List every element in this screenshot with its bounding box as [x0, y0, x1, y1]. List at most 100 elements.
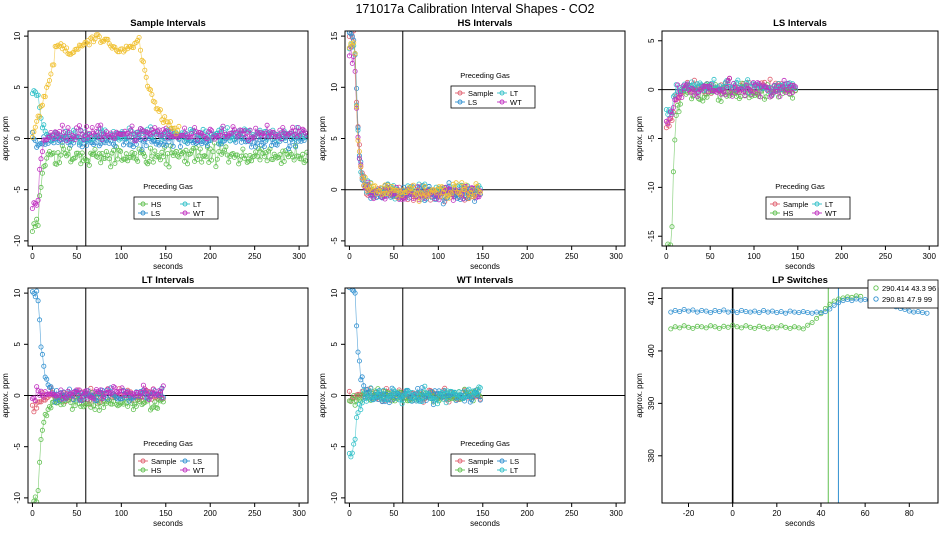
data-point [157, 157, 163, 163]
data-point [128, 43, 134, 49]
data-point [764, 87, 770, 93]
data-point [686, 324, 692, 330]
data-point [54, 130, 60, 136]
data-point [446, 395, 452, 401]
data-point [142, 135, 148, 141]
data-point [105, 152, 111, 158]
data-point [42, 411, 48, 417]
data-point [420, 394, 426, 400]
x-tick-label: 50 [72, 509, 81, 518]
data-point [383, 190, 389, 196]
data-point [427, 190, 433, 196]
data-point [118, 148, 124, 154]
data-point [35, 222, 41, 228]
data-point [477, 189, 483, 195]
data-point [818, 310, 824, 316]
data-point [133, 137, 139, 143]
data-point [58, 387, 64, 393]
x-axis-label: seconds [785, 519, 815, 528]
data-point [99, 150, 105, 156]
data-point [163, 142, 169, 148]
data-point [34, 118, 40, 124]
data-point [416, 398, 422, 404]
data-point [734, 324, 740, 330]
data-point [419, 399, 425, 405]
data-point [752, 308, 758, 314]
x-tick-label: 40 [817, 509, 826, 518]
legend: Preceding Gas Sample LS HS LT [450, 439, 536, 477]
legend-marker [457, 458, 463, 464]
data-point [38, 156, 44, 162]
legend-marker [457, 90, 463, 96]
data-point [668, 309, 674, 315]
panel-title: LT Intervals [142, 275, 195, 286]
data-point [800, 309, 806, 315]
data-point [734, 310, 740, 316]
data-point [113, 401, 119, 407]
data-point [79, 144, 85, 150]
data-point [756, 81, 762, 87]
data-point [150, 134, 156, 140]
data-point [761, 324, 767, 330]
data-point [275, 133, 281, 139]
data-point [57, 398, 63, 404]
y-tick-label: 0 [330, 187, 339, 192]
x-tick-label: 50 [72, 252, 81, 261]
data-point [155, 128, 161, 134]
x-tick-label: 200 [204, 509, 218, 518]
data-point [31, 498, 37, 503]
data-point [35, 197, 41, 203]
data-point [220, 123, 226, 129]
data-point [186, 135, 192, 141]
data-point [139, 57, 145, 63]
data-point [352, 290, 358, 296]
legend-marker [873, 285, 879, 291]
panel-6: LP Switches -20 0 20 40 60 80 380 390 400 410 secon… [635, 275, 939, 528]
data-point [260, 150, 266, 156]
data-point [29, 205, 35, 211]
data-point [300, 126, 306, 132]
legend-marker [457, 99, 463, 105]
data-point [44, 413, 50, 419]
data-point [115, 49, 121, 55]
data-point [281, 158, 287, 164]
legend-entry: LS [468, 98, 477, 107]
data-point [352, 68, 358, 74]
data-point [84, 124, 90, 130]
data-point [246, 158, 252, 164]
data-point [298, 156, 304, 162]
data-point [464, 387, 470, 393]
data-point [396, 196, 402, 202]
data-point [741, 88, 747, 94]
series-line [349, 32, 481, 204]
panel-title: HS Intervals [458, 18, 513, 29]
data-point [770, 92, 776, 98]
data-point [453, 180, 459, 186]
data-point [442, 388, 448, 394]
data-point [796, 310, 802, 316]
plot-area [345, 31, 625, 246]
data-point [108, 164, 114, 170]
data-point [371, 394, 377, 400]
legend-entry: LT [193, 200, 202, 209]
data-point [783, 324, 789, 330]
data-point [129, 123, 135, 129]
data-point [385, 182, 391, 188]
data-point [757, 94, 763, 100]
data-point [459, 180, 465, 186]
data-point [150, 386, 156, 392]
data-point [81, 404, 87, 410]
data-point [157, 388, 163, 394]
data-point [670, 94, 676, 100]
data-point [351, 40, 357, 46]
data-point [466, 386, 472, 392]
data-point [112, 160, 118, 166]
x-axis-label: seconds [470, 519, 500, 528]
data-point [668, 242, 674, 246]
data-point [150, 404, 156, 410]
data-point [264, 136, 270, 142]
data-point [34, 202, 40, 208]
y-tick-label: 410 [647, 291, 656, 305]
legend-entry: LT [510, 89, 519, 98]
data-point [283, 138, 289, 144]
